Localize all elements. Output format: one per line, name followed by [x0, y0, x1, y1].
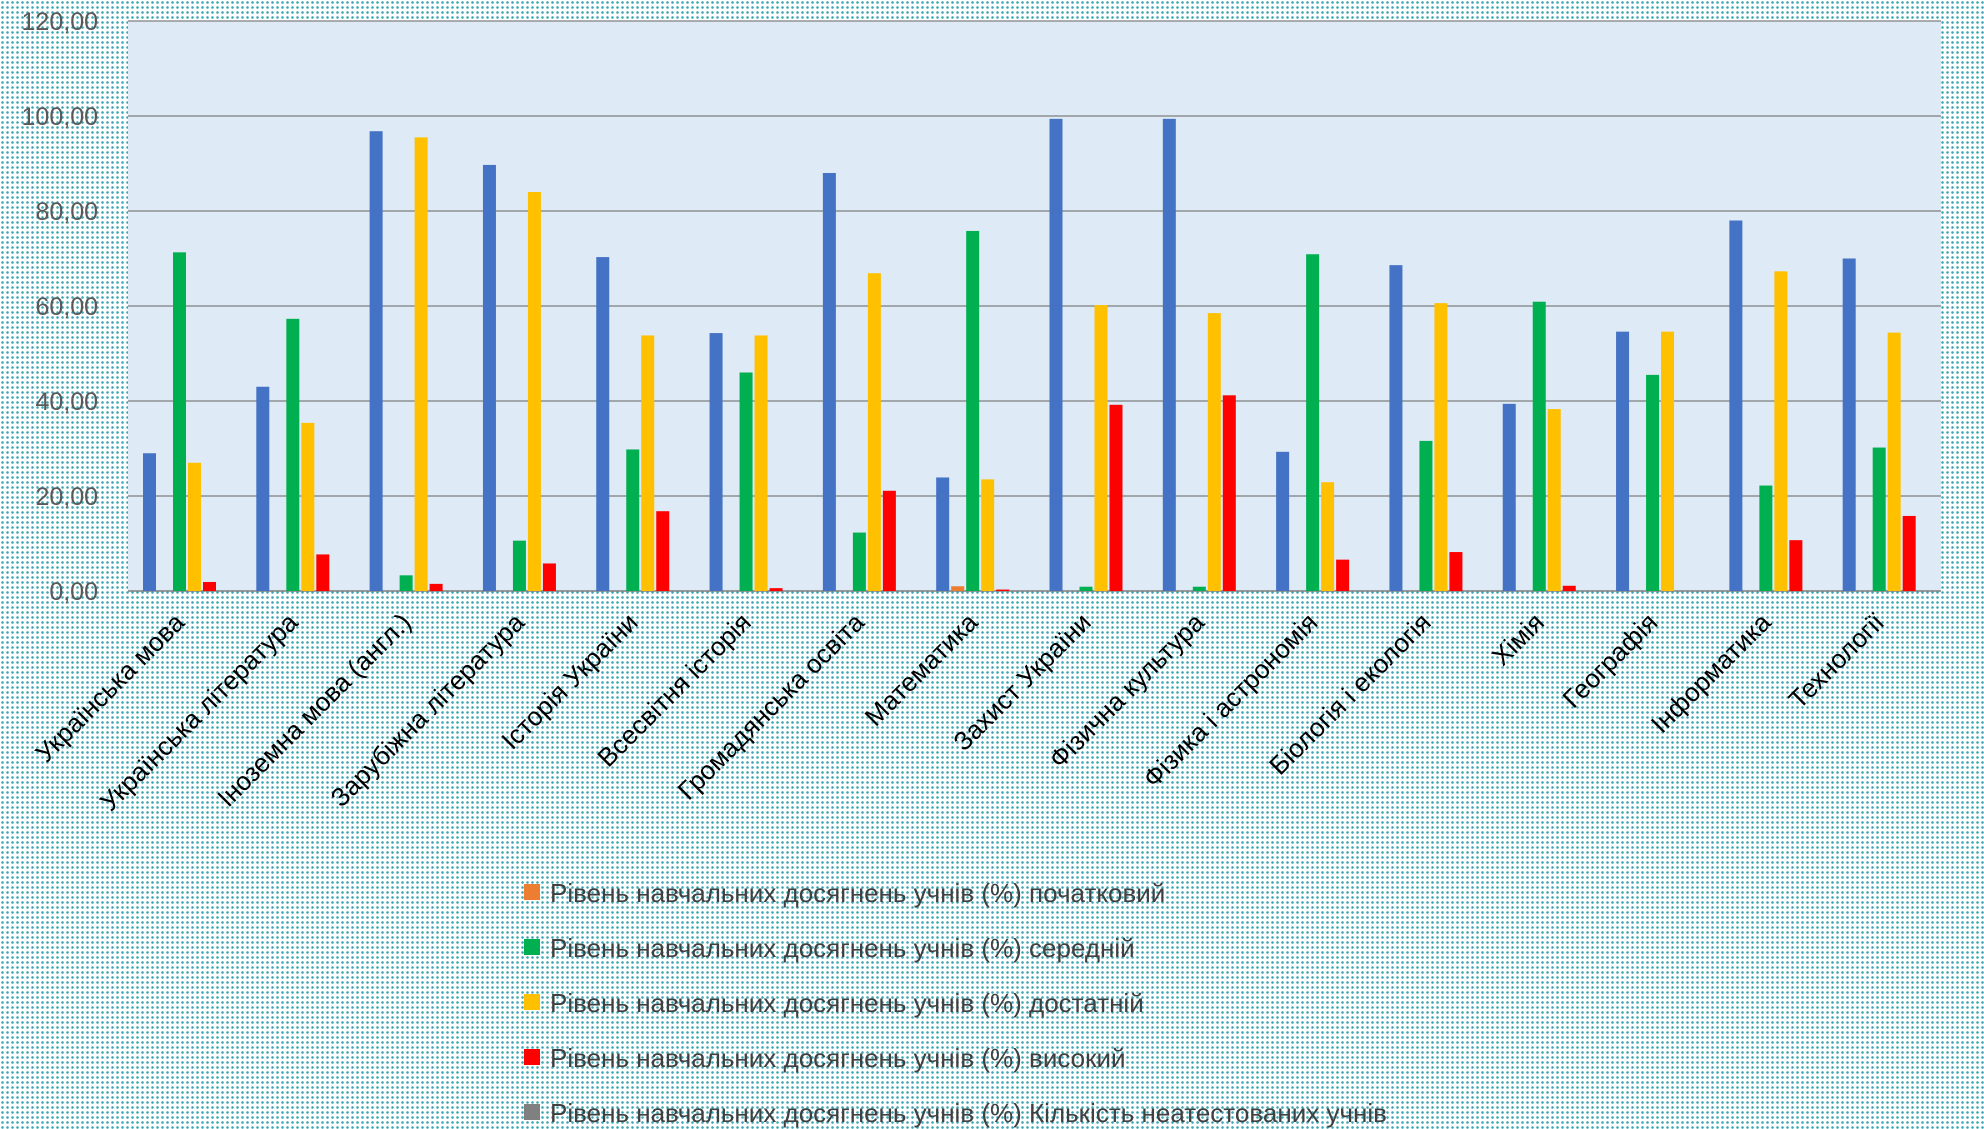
bar: [1616, 331, 1630, 591]
x-tick-label: Технології: [1782, 607, 1889, 714]
bar: [1759, 485, 1773, 591]
bar: [143, 453, 156, 591]
bar: [301, 422, 315, 591]
bar: [656, 511, 670, 591]
x-tick-label: Математика: [859, 607, 984, 732]
x-tick-label: Громадянська освіта: [672, 607, 871, 806]
bar: [286, 318, 300, 591]
bar: [542, 563, 556, 591]
bar: [1661, 331, 1675, 591]
bar: [1532, 301, 1546, 591]
bar: [1887, 332, 1901, 591]
x-tick-label: Українська література: [94, 607, 304, 817]
legend-swatch: [524, 1104, 540, 1120]
bar: [188, 462, 201, 591]
bar: [936, 477, 950, 591]
bar: [981, 479, 995, 591]
legend-swatch: [524, 1049, 540, 1065]
bar: [966, 230, 980, 591]
x-tick-label: Хімія: [1486, 607, 1550, 671]
bar: [527, 192, 541, 591]
bar: [1774, 271, 1788, 591]
bar: [754, 335, 768, 591]
legend-swatch: [524, 994, 540, 1010]
bar: [256, 386, 270, 591]
bar: [882, 490, 896, 591]
bar: [1547, 409, 1561, 591]
bar: [641, 335, 655, 591]
legend-label: Рівень навчальних досягнень учнів (%) се…: [550, 933, 1135, 963]
bar: [1842, 258, 1856, 591]
bar: [1419, 440, 1433, 591]
bar: [1049, 118, 1063, 591]
bar: [316, 554, 330, 591]
bar: [429, 583, 443, 591]
bar: [1192, 586, 1206, 591]
bar: [369, 131, 383, 591]
legend-swatch: [524, 939, 540, 955]
bar: [852, 532, 866, 591]
bar: [1449, 552, 1463, 591]
x-tick-label: Іноземна мова (англ.): [211, 607, 417, 813]
bar: [1872, 447, 1886, 591]
bar: [996, 589, 1010, 591]
bar: [1109, 404, 1123, 591]
y-axis: 0,00 20,00 40,00 60,00 80,00 100,00 120,00: [22, 8, 98, 606]
bar: [414, 137, 428, 591]
y-tick-label: 120,00: [22, 8, 98, 36]
bar: [1729, 220, 1743, 591]
x-tick-label: Зарубіжна література: [324, 607, 530, 813]
bar: [1562, 585, 1576, 591]
bar: [1207, 313, 1221, 591]
y-tick-label: 0,00: [49, 578, 98, 606]
bar: [512, 540, 526, 591]
bar: [822, 173, 836, 591]
bar: [1321, 482, 1335, 591]
bar: [203, 581, 216, 591]
x-tick-label: Інформатика: [1645, 607, 1777, 739]
bar: [739, 372, 753, 591]
bar: [482, 164, 496, 592]
legend-label: Рівень навчальних досягнень учнів (%) ви…: [550, 1043, 1126, 1073]
bar: [951, 586, 965, 591]
bar: [1502, 403, 1516, 591]
bar: [709, 333, 723, 591]
bar: [1079, 586, 1093, 591]
y-tick-label: 40,00: [35, 388, 98, 416]
bar: [1434, 303, 1448, 591]
bar: [399, 575, 413, 591]
bar: [1162, 118, 1176, 591]
bar: [596, 257, 610, 591]
legend-label: Рівень навчальних досягнень учнів (%) до…: [550, 988, 1144, 1018]
bar: [769, 588, 783, 591]
bar: [1276, 451, 1290, 591]
bar: [1789, 540, 1803, 591]
legend-label: Рівень навчальних досягнень учнів (%) по…: [550, 878, 1165, 908]
y-tick-label: 100,00: [22, 103, 98, 131]
legend-label: Рівень навчальних досягнень учнів (%) Кі…: [550, 1098, 1387, 1128]
bar: [626, 449, 640, 591]
bars-group: [143, 118, 1916, 592]
legend-swatch: [524, 884, 540, 900]
bar: [1222, 395, 1236, 591]
bar: [867, 273, 881, 591]
x-tick-label: Географія: [1557, 607, 1664, 714]
bar: [1094, 305, 1108, 591]
legend: Рівень навчальних досягнень учнів (%) по…: [524, 878, 1387, 1128]
y-tick-label: 80,00: [35, 198, 98, 226]
bar: [1336, 559, 1350, 591]
bar: [173, 252, 186, 591]
bar: [1902, 515, 1916, 591]
bar: [1306, 254, 1320, 591]
y-tick-label: 20,00: [35, 483, 98, 511]
bar: [1389, 265, 1403, 591]
bar: [1646, 374, 1660, 591]
y-tick-label: 60,00: [35, 293, 98, 321]
